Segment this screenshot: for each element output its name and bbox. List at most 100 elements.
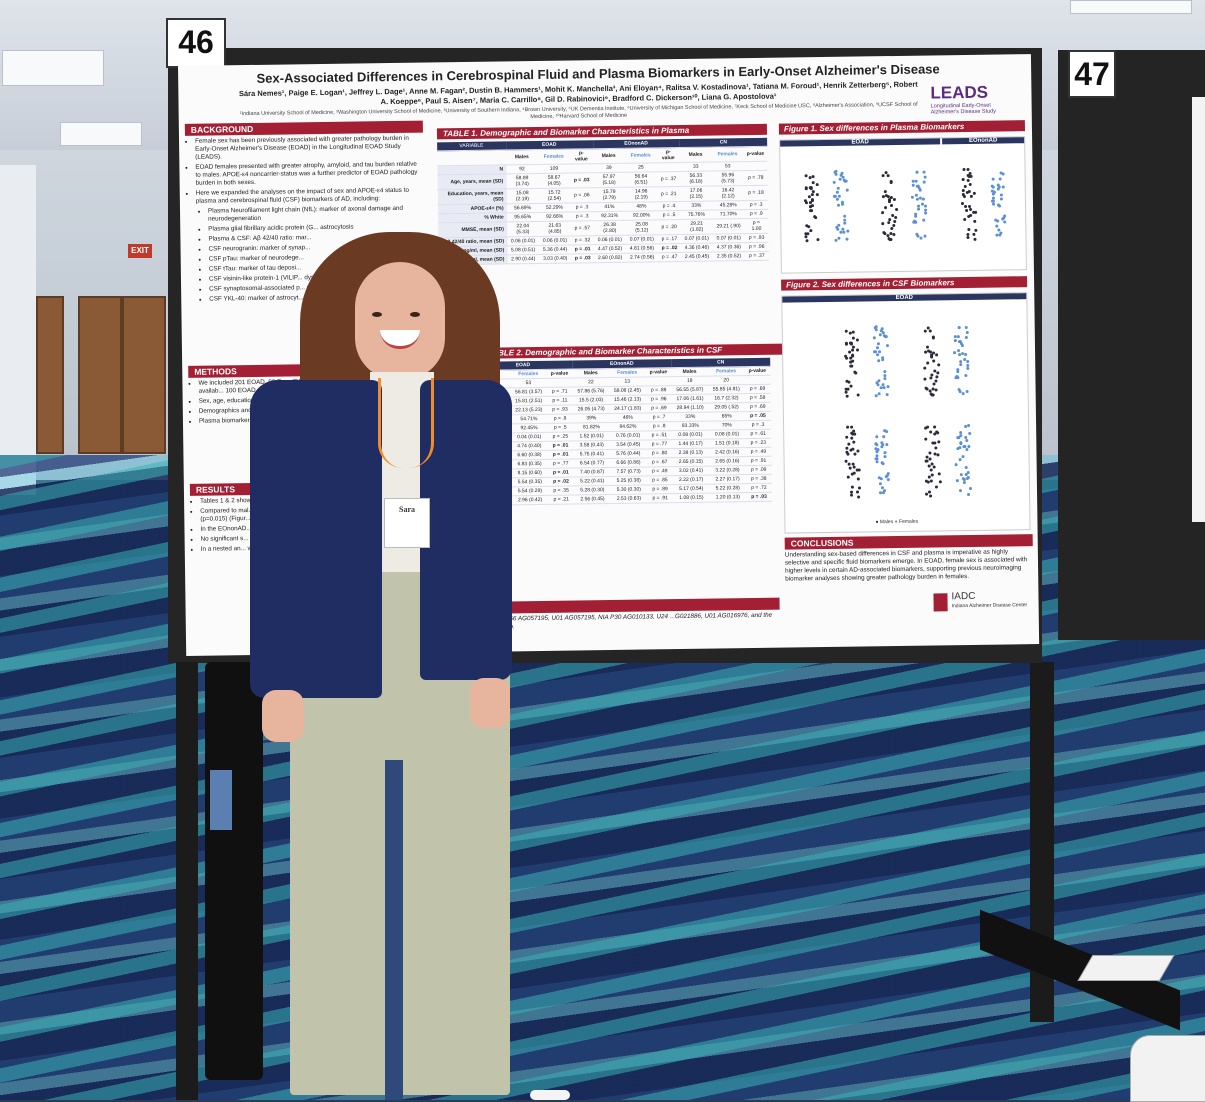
table-cell: 15.72 (2.54) — [538, 188, 571, 204]
table-cell — [569, 163, 594, 174]
door — [36, 296, 64, 454]
person-hand-left — [262, 690, 304, 742]
table-cell: p = .85 — [646, 475, 673, 485]
scatter-point — [805, 239, 809, 243]
figure2-group-eoad: EOAD — [782, 293, 1027, 303]
table1: VARIABLE EOAD EOnonAD CN Males Females p-value… — [437, 137, 769, 266]
pillar — [0, 165, 36, 495]
figure2-legend: ● Males ● Females — [875, 518, 919, 526]
scatter-point — [922, 170, 926, 174]
person-eye — [372, 312, 382, 317]
scatter-point — [847, 350, 851, 354]
scatter-point — [892, 233, 896, 237]
table-cell: 52.29% — [538, 203, 571, 213]
scatter-point — [881, 194, 885, 199]
scatter-point — [969, 194, 973, 198]
scatter-point — [959, 441, 963, 445]
scatter-point — [960, 343, 964, 347]
scatter-point — [994, 218, 998, 222]
table-cell: 15.08 (2.19) — [506, 188, 539, 204]
scatter-point — [856, 449, 860, 453]
scatter-point — [957, 335, 961, 339]
scatter-point — [845, 447, 849, 451]
scatter-point — [878, 332, 882, 336]
scatter-point — [964, 185, 968, 189]
scatter-point — [966, 236, 970, 240]
scatter-point — [877, 476, 881, 480]
scatter-point — [933, 441, 937, 445]
scatter-point — [876, 341, 880, 345]
scatter-point — [844, 390, 848, 394]
table-cell: 75.76% — [680, 210, 713, 220]
scatter-point — [973, 191, 977, 196]
scatter-point — [967, 424, 971, 428]
scatter-point — [956, 348, 960, 352]
scatter-point — [845, 237, 849, 241]
scatter-point — [881, 211, 885, 215]
scatter-point — [852, 370, 856, 374]
scatter-point — [933, 452, 937, 456]
person-hand-right — [470, 678, 510, 728]
table-cell: p = .67 — [646, 457, 673, 467]
scatter-point — [874, 394, 878, 398]
scatter-point — [922, 181, 926, 185]
scatter-point — [922, 218, 926, 222]
scatter-point — [836, 190, 840, 194]
scatter-point — [991, 177, 995, 181]
scatter-point — [883, 451, 887, 455]
scatter-point — [923, 175, 927, 179]
scatter-point — [919, 236, 923, 240]
scatter-point — [1001, 185, 1005, 189]
scatter-point — [955, 374, 959, 378]
scatter-point — [874, 325, 879, 329]
scatter-point — [966, 390, 970, 394]
scatter-point — [998, 177, 1003, 181]
person-blazer-right — [420, 380, 512, 680]
person-lanyard — [378, 378, 434, 468]
table-cell: p = .93 — [546, 405, 574, 415]
scatter-point — [958, 326, 962, 330]
scatter-point — [836, 186, 840, 190]
scatter-point — [883, 190, 887, 194]
scatter-point — [882, 491, 886, 495]
table-cell: p = .3 — [570, 202, 594, 213]
scatter-point — [852, 432, 856, 436]
scatter-point — [930, 355, 934, 359]
scatter-point — [877, 359, 881, 363]
scatter-point — [885, 392, 889, 396]
table-cell — [744, 375, 771, 385]
scatter-point — [849, 494, 853, 498]
scatter-point — [885, 343, 889, 347]
table-cell: p = .69 — [744, 384, 771, 394]
scatter-point — [968, 486, 972, 490]
table-cell: p = .77 — [646, 439, 673, 449]
table-cell: 2.45 (0.45) — [681, 252, 713, 262]
table-cell: 4.81 (0.56) — [625, 243, 659, 254]
scatter-point — [850, 425, 854, 429]
table-cell: p = .93 — [744, 233, 769, 243]
table-cell: 14.96 (2.19) — [625, 186, 658, 203]
scatter-point — [803, 199, 807, 203]
table-column-header: Males — [505, 149, 538, 165]
scatter-point — [924, 426, 928, 430]
table-cell: 41% — [593, 202, 626, 212]
table-cell: 4.47 (0.52) — [594, 244, 626, 254]
conclusions-text: Understanding sex-based differences in C… — [784, 548, 1028, 583]
scatter-point — [966, 492, 970, 496]
biomarker-item: Plasma Neurofilament light chain (NfL): … — [208, 205, 422, 224]
scatter-point — [958, 458, 962, 462]
table-cell — [743, 161, 768, 171]
scatter-point — [999, 193, 1003, 197]
scatter-point — [961, 177, 965, 181]
table-cell: 53 — [711, 161, 744, 172]
table-cell: 0.07 (0.01) — [712, 233, 745, 244]
table-column-header: p-value — [744, 366, 771, 376]
scatter-point — [843, 218, 847, 222]
scatter-point — [935, 374, 939, 378]
table-cell: p = .88 — [645, 385, 672, 396]
scatter-point — [927, 480, 931, 484]
table-cell: 0.07 (0.01) — [625, 234, 658, 245]
exit-sign: EXIT — [128, 244, 152, 258]
table-cell: 15.79 (2.79) — [593, 187, 626, 203]
scatter-point — [961, 454, 965, 458]
